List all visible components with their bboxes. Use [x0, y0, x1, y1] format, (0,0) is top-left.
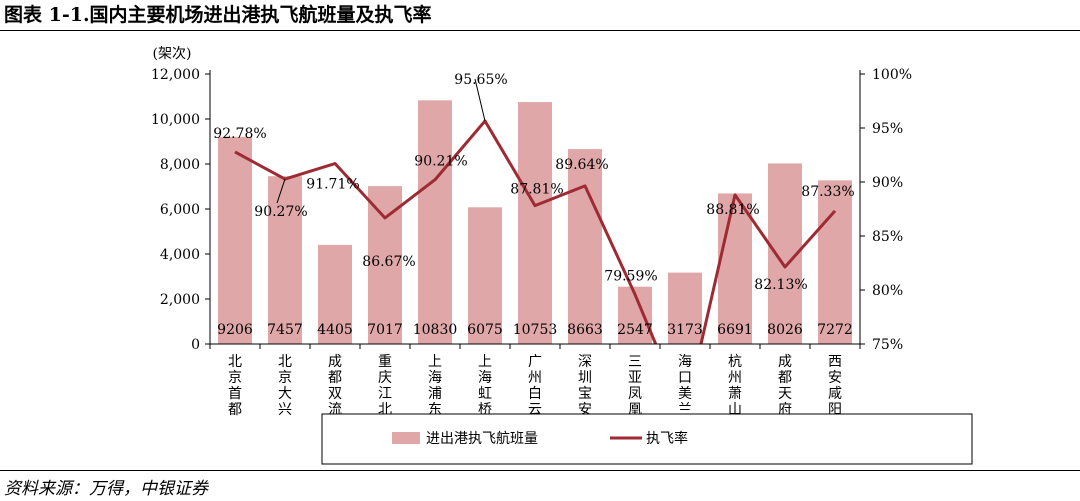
bar: [218, 136, 252, 344]
title-rule: [0, 30, 1080, 31]
axes-group: [205, 70, 865, 349]
y-left-tick-label: 12,000: [151, 67, 200, 83]
legend-label-bar: 进出港执飞航班量: [426, 431, 538, 447]
bar-labels-group: 9206 7457 4405 7017 10830 6075 10753 8663 2547 31…: [217, 322, 853, 338]
bar: [518, 102, 552, 345]
line-labels-group: 92.78% 90.27% 91.71% 86.67% 90.21% 95.65% 87.8…: [213, 72, 854, 293]
bar: [418, 100, 452, 344]
line-value-label: 86.67%: [362, 254, 415, 270]
bar: [718, 193, 752, 344]
label-leader-line: [276, 178, 286, 204]
bar: [368, 186, 402, 344]
x-category-label: 重庆江北: [378, 354, 392, 418]
y-right-tick-label: 95%: [872, 121, 903, 137]
line-value-label: 87.81%: [510, 182, 563, 198]
y-axis-unit-label: (架次): [153, 46, 192, 62]
line-value-label: 95.65%: [454, 72, 507, 88]
bar-value-label: 7272: [817, 322, 853, 338]
category-labels-group: 北京首都 北京大兴 成都双流 重庆江北 上海浦东 上海虹桥 广州白云 深圳宝安 三亚凤凰 海口美兰…: [228, 354, 842, 418]
line-series-group: [234, 119, 837, 344]
bar-value-label: 8026: [767, 322, 803, 338]
line-value-label: 91.71%: [306, 177, 359, 193]
y-right-tick-label: 100%: [872, 67, 912, 83]
legend-box: [321, 413, 973, 465]
bar-value-label: 4405: [317, 322, 353, 338]
figure-title: 图表 1-1.国内主要机场进出港执飞航班量及执飞率: [4, 4, 432, 26]
y-left-tick-label: 6,000: [160, 202, 200, 218]
tick-labels-group: 0 2,000 4,000 6,000 8,000 10,000 12,000 75% 80% 8…: [151, 67, 912, 353]
bar: [668, 272, 702, 344]
y-right-tick-label: 75%: [872, 337, 903, 353]
x-category-label: 成都天府: [778, 354, 792, 418]
x-category-label: 西安咸阳: [828, 354, 842, 418]
bar-value-label: 6691: [717, 322, 753, 338]
x-category-label: 海口美兰: [678, 354, 692, 418]
x-category-label: 成都双流: [328, 354, 342, 418]
line-value-label: 87.33%: [801, 184, 854, 200]
bar-value-label: 10830: [413, 322, 458, 338]
line-value-label: 82.13%: [754, 277, 807, 293]
bar-value-label: 8663: [567, 322, 603, 338]
x-category-label: 广州白云: [528, 354, 542, 418]
bar: [468, 207, 502, 344]
x-category-label: 三亚凤凰: [628, 354, 642, 418]
line-value-label: 88.81%: [706, 202, 759, 218]
bar: [318, 244, 352, 344]
bar-value-label: 10753: [513, 322, 558, 338]
y-left-tick-label: 2,000: [160, 292, 200, 308]
bar-value-label: 7457: [267, 322, 303, 338]
line-value-label: 89.64%: [555, 157, 608, 173]
x-category-label: 深圳宝安: [578, 354, 592, 418]
y-right-tick-label: 80%: [872, 283, 903, 299]
y-right-tick-label: 90%: [872, 175, 903, 191]
label-leader-line: [474, 78, 486, 122]
line-value-label: 79.59%: [604, 268, 657, 284]
bar-value-label: 7017: [367, 322, 403, 338]
line-value-label: 90.21%: [414, 154, 467, 170]
bar-value-label: 6075: [467, 322, 503, 338]
bars-group: [218, 100, 852, 345]
source-rule: [0, 470, 1080, 471]
x-category-label: 杭州萧山: [728, 354, 742, 418]
y-right-tick-label: 85%: [872, 229, 903, 245]
bar: [268, 176, 302, 344]
y-left-tick-label: 4,000: [160, 247, 200, 263]
bar-value-label: 3173: [667, 322, 703, 338]
legend-label-line: 执飞率: [646, 430, 688, 447]
x-category-label: 北京大兴: [278, 354, 292, 418]
line-value-label: 92.78%: [213, 126, 266, 142]
y-left-tick-label: 10,000: [151, 112, 200, 128]
legend-swatch-bar: [392, 432, 420, 444]
x-category-label: 上海虹桥: [478, 354, 492, 418]
x-category-label: 上海浦东: [428, 354, 442, 418]
y-left-tick-label: 8,000: [160, 157, 200, 173]
chart: 0 2,000 4,000 6,000 8,000 10,000 12,000 75% 80% 8…: [151, 46, 973, 465]
bar-value-label: 9206: [217, 322, 253, 338]
bar: [818, 180, 852, 344]
bar-value-label: 2547: [617, 322, 653, 338]
y-left-tick-label: 0: [191, 337, 200, 353]
x-category-label: 北京首都: [228, 354, 242, 418]
line-value-label: 90.27%: [254, 204, 307, 220]
source-note: 资料来源：万得，中银证券: [4, 479, 208, 499]
bar: [568, 149, 602, 344]
